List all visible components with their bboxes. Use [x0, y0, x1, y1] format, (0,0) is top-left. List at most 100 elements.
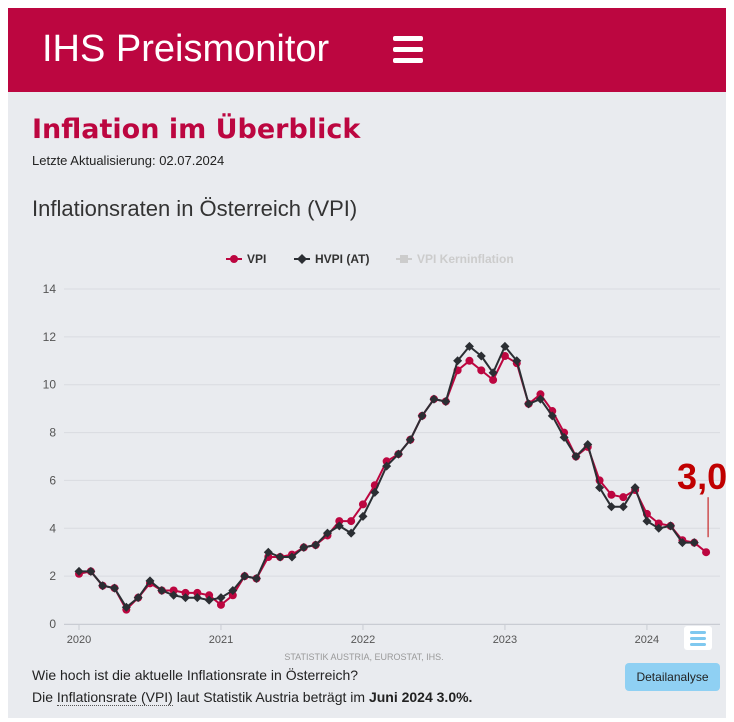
hvpi-point [417, 411, 427, 421]
vpi-point [536, 390, 545, 399]
hvpi-point [98, 581, 108, 591]
legend-label: VPI [247, 252, 266, 266]
y-tick-label: 4 [49, 521, 56, 535]
vpi-point [335, 517, 344, 526]
hvpi-point [488, 368, 498, 378]
hvpi-point [405, 435, 415, 445]
vpi-point [477, 366, 486, 375]
vpi-point [181, 588, 190, 597]
hvpi-point [677, 538, 687, 548]
hvpi-point [109, 583, 119, 593]
hvpi-point [618, 502, 628, 512]
vpi-point [465, 356, 474, 365]
legend-item-1[interactable]: VPI [226, 252, 266, 266]
annotation-value: 3,0 [677, 456, 726, 497]
hvpi-point [263, 547, 273, 557]
hvpi-point [370, 487, 380, 497]
hvpi-point [216, 593, 226, 603]
vpi-point [702, 548, 711, 557]
hvpi-point [334, 521, 344, 531]
legend-marker [230, 255, 238, 263]
y-tick-label: 10 [43, 378, 57, 392]
vpi-point [228, 591, 237, 600]
hvpi-point [240, 571, 250, 581]
hvpi-point [595, 483, 605, 493]
hvpi-point [192, 593, 202, 603]
hvpi-point [512, 356, 522, 366]
y-tick-label: 8 [49, 426, 56, 440]
chart-title: Inflationsraten in Österreich (VPI) [32, 196, 358, 221]
y-tick-label: 14 [43, 282, 57, 296]
vpi-point [169, 586, 178, 595]
vpi-point [216, 600, 225, 609]
hvpi-point [251, 574, 261, 584]
legend-label: HVPI (AT) [315, 252, 369, 266]
answer-text: Die Inflationsrate (VPI) laut Statistik … [32, 689, 473, 706]
vpi-point [347, 517, 356, 526]
answer-prefix: Die [32, 689, 57, 705]
hvpi-point [169, 590, 179, 600]
legend-marker [400, 255, 408, 263]
x-tick-label: 2024 [635, 634, 659, 646]
hvpi-point [204, 595, 214, 605]
hvpi-point [311, 540, 321, 550]
answer-middle: laut Statistik Austria beträgt im [172, 689, 369, 705]
content-panel: Inflation im Überblick Letzte Aktualisie… [8, 92, 726, 718]
hvpi-point [121, 602, 131, 612]
legend-item-3[interactable]: VPI Kerninflation [396, 252, 514, 266]
hvpi-point [654, 523, 664, 533]
inflation-chart: 0 2 4 6 8 10 12 14 2020 2021 2022 2023 2024 STATISTIK… [43, 252, 726, 662]
legend-marker [297, 254, 307, 264]
hvpi-point [524, 399, 534, 409]
app-title[interactable]: IHS Preismonitor [42, 28, 330, 70]
series-line-vpi [78, 355, 707, 611]
y-tick-label: 6 [49, 473, 56, 487]
hvpi-point [689, 538, 699, 548]
legend-label: VPI Kerninflation [417, 252, 514, 266]
hvpi-point [476, 351, 486, 361]
chart-menu-icon[interactable] [690, 643, 706, 646]
hvpi-point [393, 449, 403, 459]
hvpi-point [382, 461, 392, 471]
x-tick-label: 2023 [493, 634, 517, 646]
hvpi-point [500, 341, 510, 351]
x-tick-label: 2020 [67, 634, 91, 646]
legend-item-2[interactable]: HVPI (AT) [294, 252, 369, 266]
vpi-point [619, 493, 628, 502]
vpi-point [607, 490, 616, 499]
chart-credits: STATISTIK AUSTRIA, EUROSTAT, IHS. [284, 652, 443, 662]
hvpi-point [228, 586, 238, 595]
x-tick-label: 2022 [351, 634, 375, 646]
answer-value: Juni 2024 3.0%. [368, 689, 473, 705]
hvpi-point [571, 452, 581, 461]
page-title: Inflation im Überblick [32, 114, 361, 145]
hvpi-point [287, 552, 297, 562]
detailanalyse-button[interactable]: Detailanalyse [625, 663, 720, 691]
hvpi-point [559, 432, 569, 442]
vpi-point [489, 375, 498, 384]
hvpi-point [606, 502, 616, 512]
inflationsrate-link[interactable]: Inflationsrate (VPI) [56, 689, 173, 706]
hvpi-point [74, 566, 84, 576]
hamburger-menu-icon[interactable] [386, 30, 424, 70]
y-tick-label: 2 [49, 569, 56, 583]
hvpi-point [180, 593, 190, 603]
y-tick-label: 12 [43, 330, 57, 344]
hvpi-point [535, 394, 545, 404]
x-tick-label: 2021 [209, 634, 233, 646]
vpi-point [358, 500, 367, 509]
app-header: IHS Preismonitor [8, 8, 726, 92]
hvpi-point [346, 528, 356, 538]
vpi-point [654, 519, 663, 528]
hvpi-point [145, 576, 155, 586]
hvpi-point [86, 566, 96, 576]
chart-menu-icon [690, 637, 706, 640]
hvpi-point [157, 586, 167, 595]
last-update-text: Letzte Aktualisierung: 02.07.2024 [32, 153, 225, 168]
hvpi-point [547, 411, 557, 421]
hvpi-point [464, 341, 474, 351]
vpi-point [205, 591, 214, 600]
series-line-hvpi [79, 345, 695, 609]
hvpi-point [275, 552, 285, 562]
hvpi-point [453, 356, 463, 366]
